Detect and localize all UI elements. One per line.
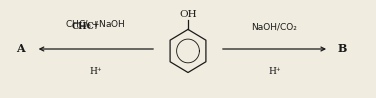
Text: CHC$l_3$+NaOH: CHC$l_3$+NaOH [65,19,126,31]
Text: CHC: CHC [71,22,94,31]
Text: NaOH/CO₂: NaOH/CO₂ [252,22,297,31]
Text: A: A [17,44,25,54]
Text: $l$: $l$ [94,19,99,31]
Text: B: B [338,44,347,54]
Text: H⁺: H⁺ [89,67,102,76]
Text: H⁺: H⁺ [268,67,281,76]
Text: OH: OH [179,10,197,19]
